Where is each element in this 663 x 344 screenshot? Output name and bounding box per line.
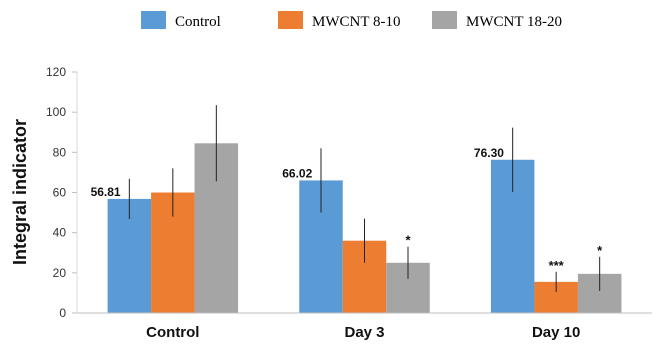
- data-label: 56.81: [91, 185, 121, 199]
- significance-label: ***: [549, 258, 565, 273]
- y-tick-label: 0: [59, 306, 66, 320]
- significance-label: *: [405, 233, 411, 248]
- significance-label: *: [597, 243, 603, 258]
- legend-label: Control: [175, 14, 221, 30]
- legend-item: MWCNT 18-20: [432, 11, 562, 30]
- legend-swatch: [278, 11, 303, 29]
- data-label: 66.02: [282, 166, 312, 180]
- y-tick-label: 120: [46, 65, 66, 79]
- y-tick-label: 60: [53, 186, 67, 200]
- chart-legend: Control MWCNT 8-10 MWCNT 18-20: [141, 11, 562, 30]
- y-tick-label: 80: [53, 145, 67, 159]
- x-tick-label: Day 3: [344, 324, 384, 341]
- y-axis-label: Integral indicator: [10, 119, 30, 265]
- legend-item: MWCNT 8-10: [278, 11, 400, 30]
- legend-label: MWCNT 8-10: [312, 14, 400, 30]
- data-label: 76.30: [474, 146, 504, 160]
- x-tick-label: Control: [146, 324, 199, 341]
- legend-item: Control: [141, 11, 221, 30]
- legend-swatch: [141, 11, 166, 29]
- y-tick-label: 20: [53, 266, 67, 280]
- legend-label: MWCNT 18-20: [466, 14, 562, 30]
- legend-swatch: [432, 11, 457, 29]
- y-tick-label: 100: [46, 105, 66, 119]
- x-axis: Control Day 3 Day 10: [77, 312, 652, 341]
- y-axis: 0 20 40 60 80 100 120: [46, 65, 78, 320]
- x-tick-label: Day 10: [532, 324, 580, 341]
- y-tick-label: 40: [53, 226, 67, 240]
